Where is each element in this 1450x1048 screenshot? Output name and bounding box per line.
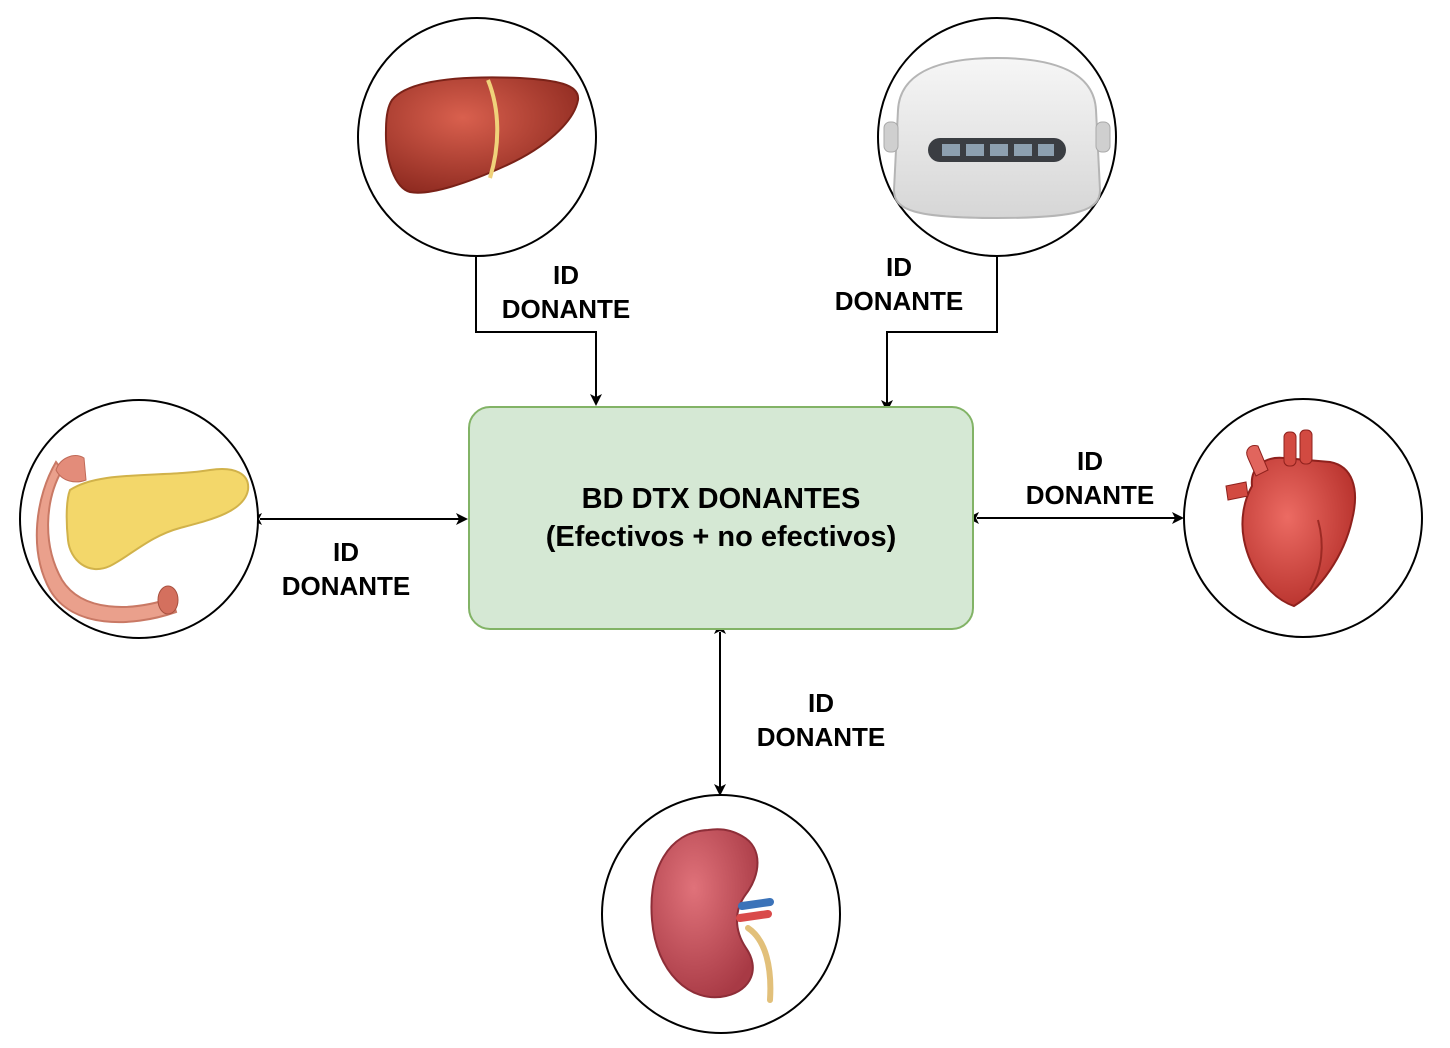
perfusion-machine-icon [883,56,1111,220]
heart-icon [1225,429,1356,608]
edge-label-liver: ID DONANTE [501,260,631,324]
node-heart [1183,398,1423,638]
node-kidney [601,794,841,1034]
hub-title: BD DTX DONANTES [581,483,861,515]
liver-icon [384,76,580,194]
edge-label-pancreas: ID DONANTE [281,537,411,601]
node-liver [357,17,597,257]
edge-label-kidney: ID DONANTE [756,688,886,752]
node-perfusion-device [877,17,1117,257]
pancreas-icon [35,455,250,624]
kidney-icon [650,828,774,1003]
hub-subtitle: (Efectivos + no efectivos) [545,521,897,553]
edge-label-device: ID DONANTE [834,252,964,316]
node-pancreas [19,399,259,639]
edge-device-hub [881,257,998,412]
edge-label-heart: ID DONANTE [1025,446,1155,510]
hub-database-box[interactable]: BD DTX DONANTES (Efectivos + no efectivo… [468,406,974,630]
edge-liver-hub [475,257,602,406]
